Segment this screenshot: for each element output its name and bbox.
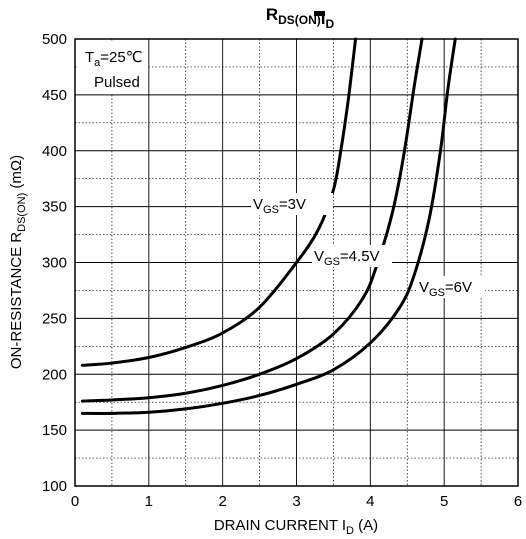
y-tick-label: 250 [42,310,67,327]
pulsed-annotation: Pulsed [94,74,140,91]
series-label-bg-3v [251,193,333,215]
chart-title: RDS(ON)ID [266,5,335,31]
series-line-1 [80,37,424,403]
series-label-3v: VGS=3V [253,196,306,216]
x-axis-title: DRAIN CURRENT ID (A) [214,517,378,537]
x-tick-label: 0 [71,493,79,510]
y-tick-label: 500 [42,31,67,48]
title-dash-mark [314,11,325,16]
x-tick-label: 2 [218,493,226,510]
temperature-annotation: Ta=25℃ [85,49,143,69]
x-tick-label: 4 [366,493,374,510]
grid [75,39,518,486]
x-tick-label: 1 [145,493,153,510]
x-tick-label: 5 [440,493,448,510]
y-tick-label: 300 [42,255,67,272]
series-label-6v: VGS=6V [419,279,472,299]
y-tick-label: 100 [42,478,67,495]
tick-labels: 0 1 2 3 4 5 6 100 150 200 250 300 350 400 450 500 [42,31,522,510]
y-tick-label: 350 [42,199,67,216]
series-label-bg-4v5 [312,245,392,267]
x-tick-label: 6 [514,493,522,510]
series-line-2 [80,37,457,415]
series-line-0 [80,37,358,367]
y-axis-title: ON-RESISTANCE RDS(ON) (mΩ) [8,155,28,369]
series-label-4v5: VGS=4.5V [314,248,380,268]
annotation-box [77,41,147,93]
series-label-bg-6v [417,276,485,298]
y-tick-label: 450 [42,87,67,104]
plot-frame [74,38,519,487]
x-tick-label: 3 [292,493,300,510]
y-tick-label: 200 [42,366,67,383]
y-tick-label: 400 [42,143,67,160]
curves [80,37,457,415]
y-tick-label: 150 [42,422,67,439]
